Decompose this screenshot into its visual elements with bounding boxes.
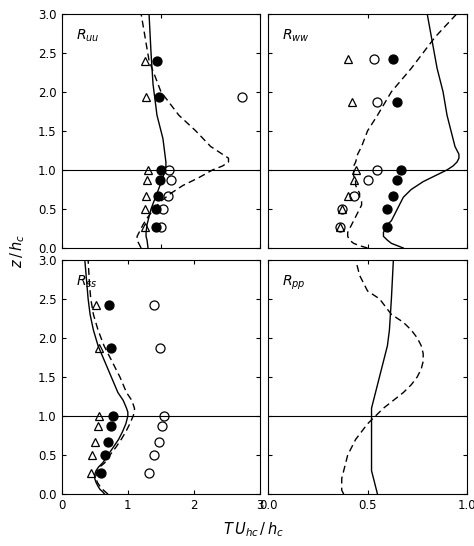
Text: $R_{{pp}}$: $R_{{pp}}$ — [282, 274, 306, 292]
Text: $R_{{ww}}$: $R_{{ww}}$ — [282, 28, 310, 44]
Text: $T\,U_{hc}\,/\,h_c$: $T\,U_{hc}\,/\,h_c$ — [223, 521, 284, 539]
Text: $z\,/\,h_c$: $z\,/\,h_c$ — [9, 234, 27, 268]
Text: $R_{{uu}}$: $R_{{uu}}$ — [75, 28, 99, 44]
Text: $R_{{ss}}$: $R_{{ss}}$ — [75, 274, 97, 290]
